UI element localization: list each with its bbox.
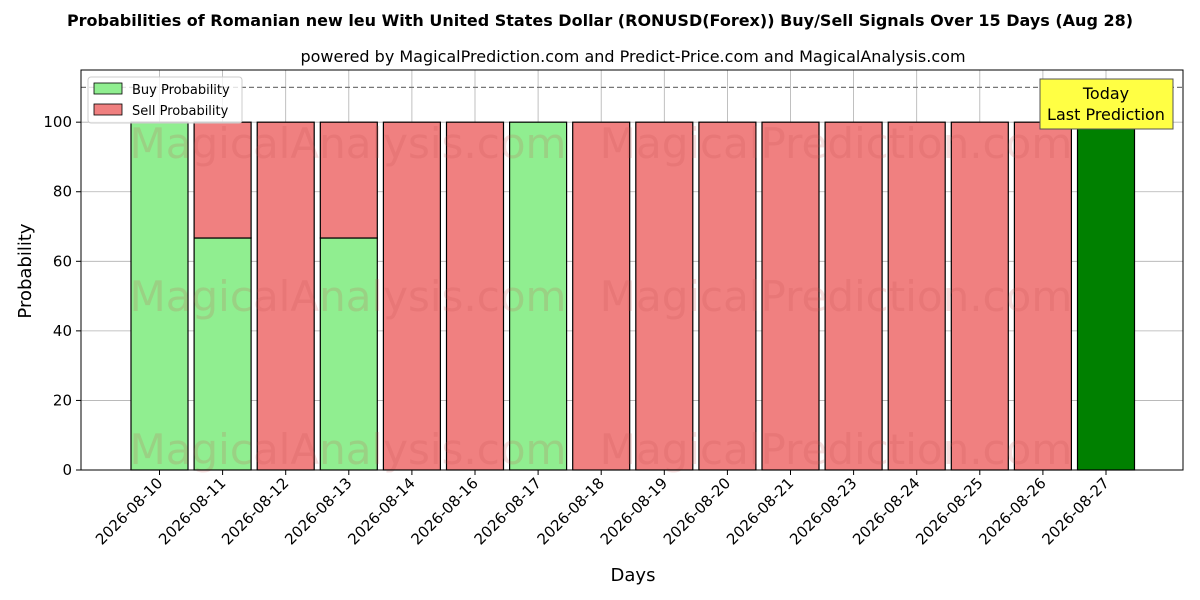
legend-sell-label: Sell Probability bbox=[132, 104, 229, 119]
sell-bar bbox=[698, 121, 757, 471]
buy-bar bbox=[319, 237, 378, 471]
watermarks: MagicalAnalysis.com MagicalPrediction.com… bbox=[130, 119, 1073, 474]
y-tick-label: 60 bbox=[53, 252, 72, 270]
x-tick-label: 2026-08-24 bbox=[849, 474, 923, 548]
x-tick-label: 2026-08-23 bbox=[786, 474, 860, 548]
watermark-text: MagicalAnalysis.com bbox=[130, 119, 567, 168]
sell-bar bbox=[256, 121, 315, 471]
sell-bar bbox=[319, 121, 378, 239]
sell-bar bbox=[1013, 121, 1073, 471]
chart-subtitle: powered by MagicalPrediction.com and Pre… bbox=[300, 47, 965, 66]
x-tick-label: 2026-08-17 bbox=[471, 474, 545, 548]
sell-bar bbox=[193, 121, 252, 239]
sell-bar bbox=[445, 121, 505, 471]
legend: Buy Probability Sell Probability bbox=[87, 76, 243, 124]
sell-bar bbox=[824, 121, 883, 471]
watermark-text: MagicalPrediction.com bbox=[600, 119, 1073, 168]
x-tick-label: 2026-08-21 bbox=[723, 474, 797, 548]
annotation-box bbox=[1039, 78, 1174, 130]
annotation-line-2: Last Prediction bbox=[1047, 105, 1165, 124]
buy-bar bbox=[1076, 121, 1136, 471]
x-tick-label: 2026-08-19 bbox=[597, 474, 671, 548]
watermark-text: MagicalAnalysis.com bbox=[130, 272, 567, 321]
x-tick-label: 2026-08-25 bbox=[912, 474, 986, 548]
annotation-line-1: Today bbox=[1082, 84, 1129, 103]
x-tick-label: 2026-08-16 bbox=[407, 474, 481, 548]
y-axis-label: Probability bbox=[15, 223, 36, 318]
x-tick-label: 2026-08-26 bbox=[975, 474, 1049, 548]
sell-bar bbox=[572, 121, 631, 471]
sell-bar bbox=[382, 121, 441, 471]
plot-frame bbox=[80, 69, 1184, 471]
y-tick-label: 100 bbox=[43, 113, 72, 131]
y-tick-label: 0 bbox=[62, 461, 72, 479]
x-axis-label: Days bbox=[611, 565, 656, 586]
x-axis: 2026-08-102026-08-112026-08-122026-08-13… bbox=[92, 470, 1113, 548]
watermark-text: MagicalPrediction.com bbox=[600, 425, 1073, 474]
chart-title: Probabilities of Romanian new leu With U… bbox=[67, 11, 1133, 30]
bars bbox=[130, 121, 1136, 471]
watermark-text: MagicalPrediction.com bbox=[600, 272, 1073, 321]
legend-buy-label: Buy Probability bbox=[132, 83, 230, 98]
x-tick-label: 2026-08-13 bbox=[281, 474, 355, 548]
y-tick-label: 80 bbox=[53, 183, 72, 201]
legend-sell-swatch bbox=[93, 103, 123, 116]
y-tick-label: 40 bbox=[53, 322, 72, 340]
x-tick-label: 2026-08-27 bbox=[1038, 474, 1112, 548]
sell-bar bbox=[761, 121, 820, 471]
x-tick-label: 2026-08-11 bbox=[155, 474, 229, 548]
x-tick-label: 2026-08-20 bbox=[660, 474, 734, 548]
sell-bar bbox=[950, 121, 1009, 471]
today-annotation: Today Last Prediction bbox=[1039, 78, 1174, 130]
sell-bar bbox=[635, 121, 694, 471]
x-tick-label: 2026-08-12 bbox=[218, 474, 292, 548]
x-tick-label: 2026-08-10 bbox=[92, 474, 166, 548]
x-tick-label: 2026-08-18 bbox=[534, 474, 608, 548]
legend-buy-swatch bbox=[93, 82, 123, 95]
legend-box bbox=[87, 76, 243, 124]
sell-bar bbox=[887, 121, 946, 471]
y-tick-label: 20 bbox=[53, 391, 72, 409]
watermark-text: MagicalAnalysis.com bbox=[130, 425, 567, 474]
y-axis: 0 20 40 60 80 100 bbox=[43, 113, 81, 479]
buy-bar bbox=[509, 121, 568, 471]
x-tick-label: 2026-08-14 bbox=[344, 474, 418, 548]
